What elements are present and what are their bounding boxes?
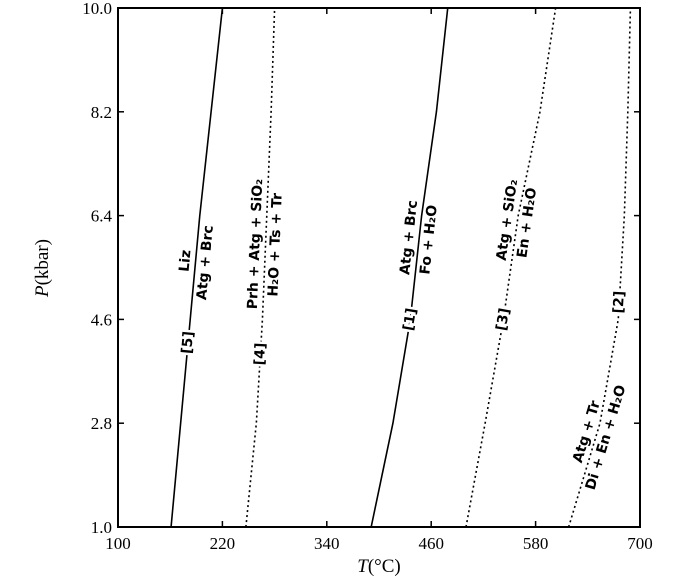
reaction-label: H₂O + Ts + Tr xyxy=(265,193,285,297)
x-label-unit: (°C) xyxy=(368,556,401,577)
y-label-unit: (kbar) xyxy=(32,239,53,285)
plot-frame xyxy=(117,7,641,528)
x-axis-label: T(°C) xyxy=(357,556,401,577)
phase-boundary xyxy=(170,7,224,528)
reaction-label: Prh + Atg + SiO₂ xyxy=(245,178,266,309)
x-tick-label: 460 xyxy=(418,534,444,553)
x-tick-label: 220 xyxy=(210,534,236,553)
phase-boundary xyxy=(567,7,632,528)
reaction-number: [3] xyxy=(494,307,514,332)
reaction-label: Atg + Brc xyxy=(194,225,217,301)
x-tick-label: 100 xyxy=(105,534,131,553)
x-tick-label: 340 xyxy=(314,534,340,553)
y-tick-label: 8.2 xyxy=(91,103,112,122)
x-label-symbol: T xyxy=(357,556,369,577)
y-tick-label: 2.8 xyxy=(91,414,112,433)
reaction-number: [1] xyxy=(401,307,421,332)
phase-boundary xyxy=(245,7,276,528)
y-tick-label: 10.0 xyxy=(82,0,112,18)
y-label-symbol: P xyxy=(32,285,53,298)
reaction-label: Fo + H₂O xyxy=(417,204,440,275)
reaction-number: [2] xyxy=(611,290,628,313)
x-tick-label: 700 xyxy=(627,534,653,553)
y-tick-label: 1.0 xyxy=(91,518,112,537)
x-tick-label: 580 xyxy=(523,534,549,553)
y-tick-label: 4.6 xyxy=(91,310,112,329)
reaction-label: Liz xyxy=(177,249,195,272)
y-tick-label: 6.4 xyxy=(91,207,113,226)
phase-boundary xyxy=(370,7,449,528)
reaction-number: [4] xyxy=(252,342,269,365)
y-axis-label: P(kbar) xyxy=(32,239,53,298)
reaction-number: [5] xyxy=(179,331,197,355)
phase-boundary xyxy=(465,7,557,528)
